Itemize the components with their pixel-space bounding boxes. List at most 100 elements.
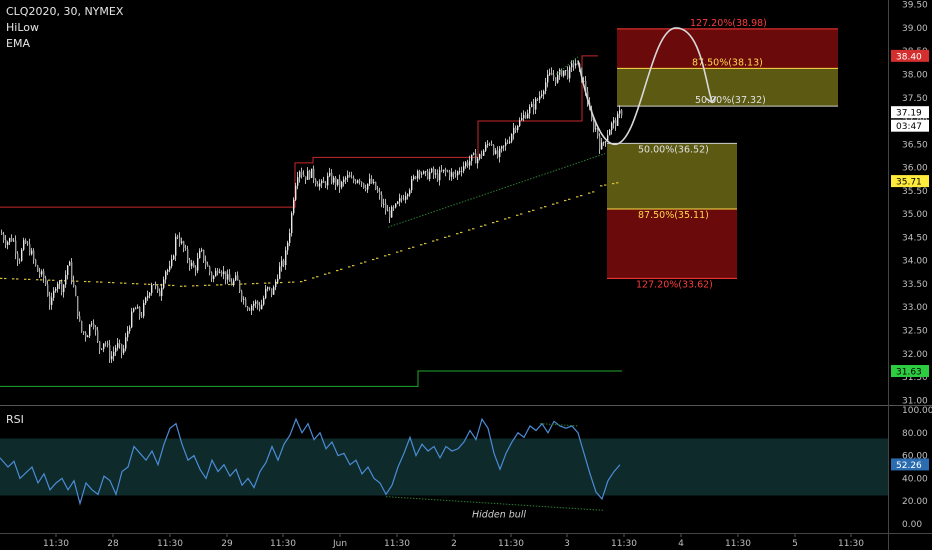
candle-body xyxy=(511,134,513,142)
candle-body xyxy=(217,270,219,273)
ema-dot xyxy=(588,192,591,194)
candle-body xyxy=(559,69,561,75)
candle-body xyxy=(437,173,439,181)
candle-body xyxy=(477,158,479,164)
candle-body xyxy=(327,175,329,186)
candle-body xyxy=(73,280,75,287)
candle-body xyxy=(279,266,281,279)
candle-body xyxy=(455,174,457,176)
candle-body xyxy=(595,128,597,130)
candle-body xyxy=(153,284,155,285)
candle-body xyxy=(101,348,103,350)
candle-body xyxy=(431,168,433,173)
candle-body xyxy=(299,171,301,178)
candle-body xyxy=(309,170,311,178)
rsi-pane[interactable]: Hidden bull xyxy=(0,417,888,521)
ema-dot xyxy=(520,213,523,215)
ema-dot xyxy=(564,199,567,202)
candle-body xyxy=(293,199,295,214)
candle-body xyxy=(191,262,193,267)
candle-body xyxy=(263,297,265,305)
ema-dot xyxy=(612,183,615,185)
candle-body xyxy=(597,128,599,137)
candle-body xyxy=(141,316,143,317)
ema-dot xyxy=(592,191,595,193)
candle-body xyxy=(5,240,7,245)
candle-body xyxy=(41,271,43,275)
price-tag xyxy=(891,175,929,188)
candle-body xyxy=(389,210,391,218)
rsi-title: RSI xyxy=(6,413,24,426)
ema-dot xyxy=(508,217,511,219)
ema-dot xyxy=(16,278,19,280)
candle-body xyxy=(495,150,497,154)
candle-body xyxy=(223,271,225,275)
candle-body xyxy=(115,347,117,352)
candle-body xyxy=(515,127,517,130)
candle-body xyxy=(155,284,157,287)
candle-body xyxy=(599,136,601,150)
candle-body xyxy=(37,265,39,272)
rsi-line xyxy=(0,417,621,506)
candle-body xyxy=(573,63,575,66)
price-tag xyxy=(891,49,929,62)
candle-body xyxy=(479,154,481,159)
candle-body xyxy=(127,331,129,338)
candle-body xyxy=(253,303,255,306)
candle-body xyxy=(243,299,245,300)
candle-body xyxy=(593,120,595,130)
ema-dot xyxy=(184,285,187,287)
ema-dot xyxy=(4,277,7,280)
ema-dot xyxy=(400,250,403,252)
rsi-band xyxy=(0,438,888,496)
candle-body xyxy=(465,162,467,167)
candle-body xyxy=(449,171,451,177)
ema-dot xyxy=(196,285,199,287)
candle-body xyxy=(15,240,17,254)
ema-dot xyxy=(532,209,535,211)
candle-body xyxy=(619,110,621,114)
candle-body xyxy=(577,63,579,65)
candle-body xyxy=(303,174,305,177)
candle-body xyxy=(459,171,461,173)
ema-dot xyxy=(48,279,51,281)
candle-body xyxy=(201,249,203,251)
candle-body xyxy=(187,248,189,261)
candle-body xyxy=(55,288,57,291)
rsi-tick-label: 20.00 xyxy=(902,497,928,507)
candle-body xyxy=(87,335,89,338)
candle-body xyxy=(427,171,429,179)
fib-zone-upper-yellow xyxy=(617,68,838,107)
candle-body xyxy=(447,171,449,173)
ema-dot xyxy=(324,273,327,275)
candle-body xyxy=(505,142,507,146)
candle-body xyxy=(473,153,475,155)
price-tick-label: 35.50 xyxy=(902,187,928,197)
candle-body xyxy=(311,168,313,178)
candle-body xyxy=(519,120,521,126)
candle-body xyxy=(585,81,587,92)
candle-body xyxy=(145,297,147,304)
fib-label: 127.20%(33.62) xyxy=(636,279,713,290)
candle-body xyxy=(475,153,477,164)
candle-body xyxy=(367,183,369,190)
hilow-low-line xyxy=(0,370,622,387)
candle-body xyxy=(43,271,45,279)
candle-body xyxy=(377,189,379,192)
candle-body xyxy=(453,172,455,175)
candle-body xyxy=(557,74,559,83)
ema-dot xyxy=(288,281,291,283)
candle-body xyxy=(413,176,415,179)
candle-body xyxy=(247,306,249,310)
candle-body xyxy=(13,240,15,242)
hidden-bull-annotation: Hidden bull xyxy=(472,510,526,521)
rsi-tag-label: 52.26 xyxy=(896,461,922,471)
time-tick-label: Jun xyxy=(332,539,347,549)
candle-body xyxy=(333,177,335,183)
candle-body xyxy=(227,274,229,280)
candle-body xyxy=(255,301,257,304)
price-pane[interactable]: 127.20%(38.98) 87.50%(38.13) 50.00%(37.32)… xyxy=(0,18,838,387)
ema-dot xyxy=(120,282,123,284)
candle-body xyxy=(441,170,443,172)
